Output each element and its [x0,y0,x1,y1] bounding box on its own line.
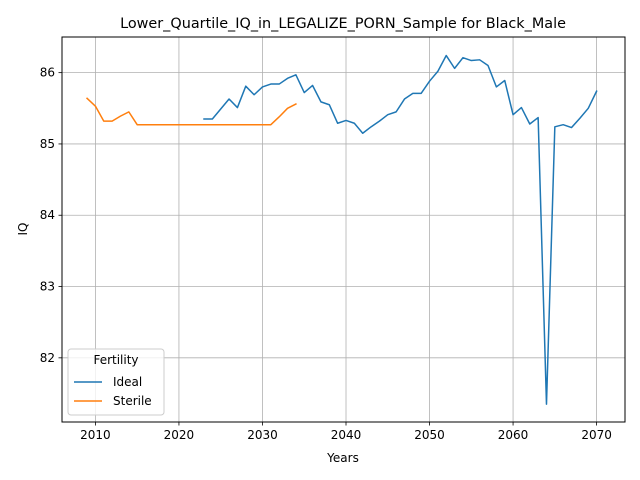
legend: Fertility Ideal Sterile [67,348,165,416]
y-axis-label: IQ [16,223,30,236]
plot-frame [61,36,626,423]
series-layer [85,54,598,405]
chart-title: Lower_Quartile_IQ_in_LEGALIZE_PORN_Sampl… [120,16,566,32]
series-line-sterile [85,97,297,126]
legend-box [67,348,165,416]
x-tick-label: 2070 [581,428,612,442]
legend-title: Fertility [93,353,138,367]
grid [62,37,625,422]
x-tick-label: 2020 [164,428,195,442]
legend-label-sterile: Sterile [113,394,152,408]
series-line-ideal [203,54,598,405]
x-tick-label: 2010 [80,428,111,442]
x-tick-label: 2050 [414,428,445,442]
x-tick-label: 2030 [247,428,278,442]
x-axis-label: Years [326,451,359,465]
legend-label-ideal: Ideal [113,375,142,389]
y-tick-label: 84 [40,208,55,222]
y-tick-label: 85 [40,137,55,151]
x-tick-label: 2060 [498,428,529,442]
y-axis: 82 83 84 85 86 [40,66,62,365]
x-axis: 2010 2020 2030 2040 2050 2060 2070 [80,422,612,442]
y-tick-label: 82 [40,351,55,365]
x-tick-label: 2040 [331,428,362,442]
y-tick-label: 83 [40,280,55,294]
y-tick-label: 86 [40,66,55,80]
